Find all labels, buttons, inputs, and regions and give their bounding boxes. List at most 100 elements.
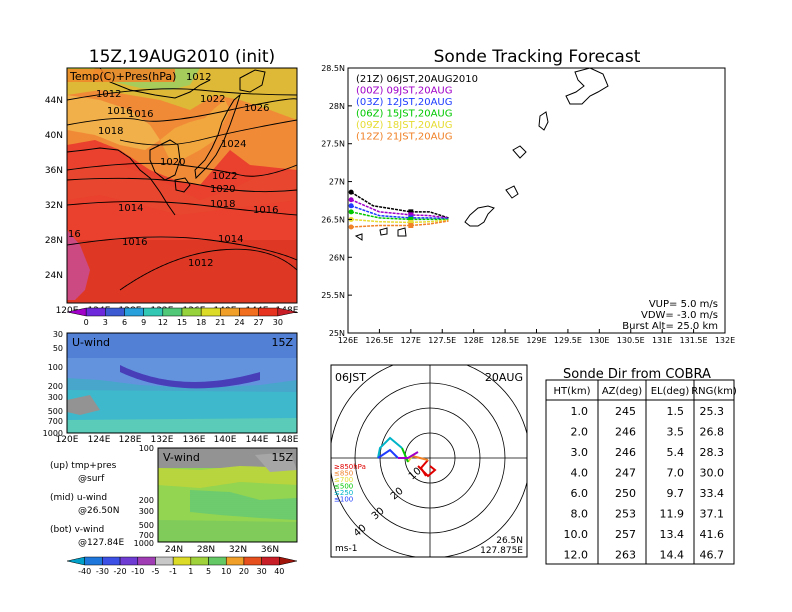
v-wind-level-labels: 100 200 300 500 700 1000 xyxy=(134,444,154,548)
u-wind-lon-labels: 120E 124E 128E 132E 136E 140E 144E 148E xyxy=(56,435,299,445)
polar-unit: ms-1 xyxy=(335,544,357,554)
table-cell: 9.7 xyxy=(667,487,685,500)
isobar-label: 1020 xyxy=(160,157,185,168)
table-cell: 12.0 xyxy=(564,549,589,562)
hodograph-trace xyxy=(377,436,429,477)
table-cell: 10.0 xyxy=(564,528,589,541)
pressure-label: ≤250 xyxy=(334,489,353,497)
colorbar-tick: 12 xyxy=(158,318,168,327)
lon-label: 140E xyxy=(214,435,237,445)
isobar-label: 1012 xyxy=(188,258,213,269)
colorbar-tick: 5 xyxy=(206,567,211,576)
burst-point xyxy=(408,222,414,228)
level-label: 30 xyxy=(53,330,63,339)
table-cell: 253 xyxy=(615,508,636,521)
track-line xyxy=(351,218,449,224)
lat-label: 44N xyxy=(45,96,63,106)
colorbar-tick: 3 xyxy=(103,318,108,327)
launch-point xyxy=(348,189,354,195)
isobar-label: 1020 xyxy=(210,184,235,195)
colorbar-swatch xyxy=(84,556,103,566)
colorbar-swatch xyxy=(277,307,298,317)
table-cell: 41.6 xyxy=(700,528,725,541)
param-vup: VUP= 5.0 m/s xyxy=(649,299,718,310)
track-series xyxy=(348,189,449,230)
lat-label: 40N xyxy=(45,131,63,141)
table-cell: 8.0 xyxy=(571,508,589,521)
lon-label: 124E xyxy=(88,435,111,445)
legend-entry: (00Z) 09JST,20AUG xyxy=(356,86,453,97)
pressure-legend: ≥850hPa≤850≤700≤500≤250≤100 xyxy=(334,463,366,504)
x-tick-label: 130E xyxy=(589,336,609,345)
lat-label: 24N xyxy=(45,271,63,281)
colorbar-swatch xyxy=(239,307,259,317)
polar-lat: 26.5N xyxy=(496,536,523,546)
table-cell: 6.0 xyxy=(571,487,589,500)
table-cell: 13.4 xyxy=(660,528,685,541)
colorbar-swatch xyxy=(102,556,121,566)
table-cell: 257 xyxy=(615,528,636,541)
colorbar-tick: -40 xyxy=(78,567,91,576)
lon-label: 132E xyxy=(151,435,174,445)
colorbar-tick: 21 xyxy=(215,318,225,327)
colorbar-tick: 6 xyxy=(122,318,127,327)
table-cell: 5.4 xyxy=(667,446,685,459)
level-label: 300 xyxy=(48,393,63,402)
launch-point xyxy=(348,203,354,209)
level-label: 1000 xyxy=(43,429,63,438)
colorbar-tick: 40 xyxy=(274,567,284,576)
island-coastlines xyxy=(354,68,609,241)
pressure-label: ≤100 xyxy=(334,496,353,504)
legend-entry: (03Z) 12JST,20AUG xyxy=(356,97,453,108)
lat-label: 24N xyxy=(165,545,183,555)
burst-point xyxy=(408,212,414,218)
legend-entry: (21Z) 06JST,20AUG2010 xyxy=(356,74,478,85)
colorbar-swatch xyxy=(261,556,280,566)
polar-lon: 127.875E xyxy=(480,546,523,556)
table-header: RNG(km) xyxy=(691,386,737,397)
lon-label: 120E xyxy=(56,435,79,445)
table-cell: 30.0 xyxy=(700,467,725,480)
lon-label: 148E xyxy=(276,435,299,445)
colorbar-swatch xyxy=(200,307,221,317)
map-lat-labels: 44N 40N 36N 32N 28N 24N xyxy=(45,96,63,281)
sonde-direction-table: HT(km) AZ(deg) EL(deg) RNG(km) 1.0 245 1.5 25.3… xyxy=(545,379,737,565)
x-tick-label: 131E xyxy=(652,336,672,345)
polar-hodograph: 10 20 30 40 xyxy=(331,365,527,557)
x-tick-label: 131.5E xyxy=(680,336,708,345)
track-line xyxy=(351,220,449,228)
colorbar-swatch xyxy=(66,556,85,566)
level-label: 50 xyxy=(53,344,63,353)
level-label: 500 xyxy=(48,407,63,416)
level-label: 500 xyxy=(139,521,154,530)
isobar-labels: 1012 1014 1016 1018 1020 1022 1024 1026 … xyxy=(68,72,278,269)
u-wind-level-labels: 30 50 100 200 300 500 700 1000 xyxy=(43,330,63,438)
x-tick-label: 127E xyxy=(401,336,421,345)
y-tick-label: 28N xyxy=(329,102,345,111)
isobar-label: 1014 xyxy=(118,203,143,214)
polar-date-label: 20AUG xyxy=(485,371,523,384)
table-cell: 1.5 xyxy=(667,405,685,418)
colorbar-tick: 30 xyxy=(273,318,283,327)
table-header: AZ(deg) xyxy=(602,386,642,397)
colorbar-tick: 18 xyxy=(196,318,206,327)
y-tick-label: 27.5N xyxy=(321,140,345,149)
colorbar-tick: 30 xyxy=(257,567,267,576)
table-cell: 2.0 xyxy=(571,426,589,439)
table-cell: 250 xyxy=(615,487,636,500)
x-tick-label: 128E xyxy=(464,336,484,345)
x-tick-label: 129.5E xyxy=(554,336,582,345)
colorbar-swatch xyxy=(124,307,144,317)
table-cell: 25.3 xyxy=(700,405,725,418)
lon-label: 144E xyxy=(246,435,269,445)
table-frame xyxy=(545,379,735,565)
isobar-label: 1014 xyxy=(218,234,243,245)
isobar-label: 1024 xyxy=(221,139,246,150)
pressure-label: ≤700 xyxy=(334,476,353,484)
level-label: 100 xyxy=(48,363,63,372)
level-label: 100 xyxy=(139,444,154,453)
table-cell: 3.5 xyxy=(667,426,685,439)
table-cell: 1.0 xyxy=(571,405,589,418)
lat-label: 32N xyxy=(229,545,247,555)
y-tick-label: 26N xyxy=(329,253,345,262)
